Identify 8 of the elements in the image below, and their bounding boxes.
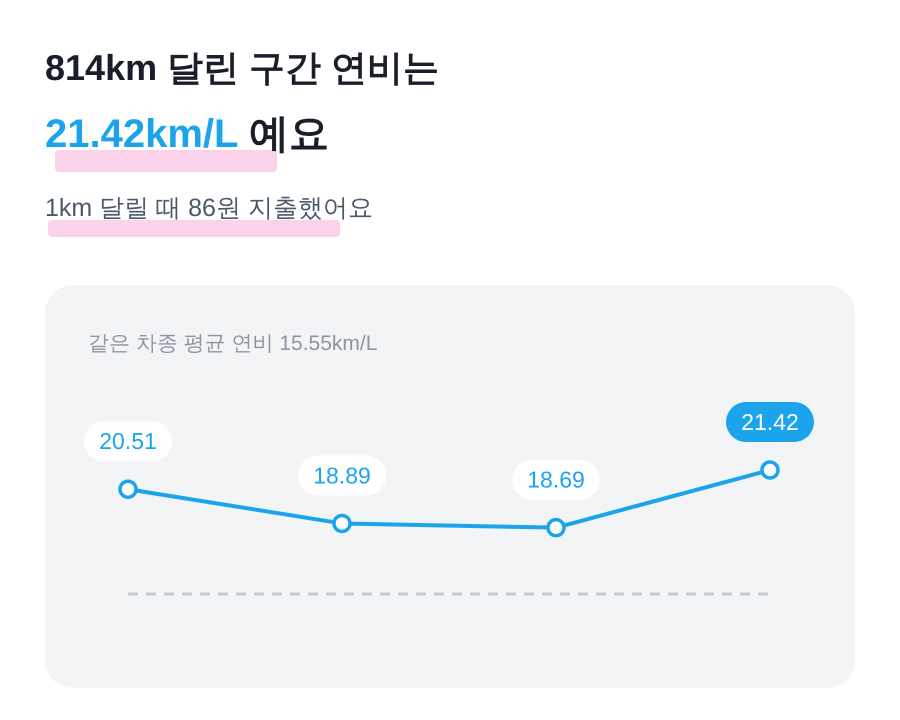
data-label: 20.51 (99, 428, 157, 454)
data-label: 21.42 (741, 409, 799, 435)
annotation: 1km 달릴 때 86원 지출했어요 (45, 194, 373, 222)
annotation: 같은 차종 평균 연비 15.55km/L (88, 332, 378, 355)
data-label: 18.89 (313, 462, 371, 488)
title: 814km 달린 구간 연비는 (45, 47, 440, 88)
subtitle: 21.42km/L 예요 (45, 112, 329, 156)
data-label: 18.69 (527, 466, 585, 493)
